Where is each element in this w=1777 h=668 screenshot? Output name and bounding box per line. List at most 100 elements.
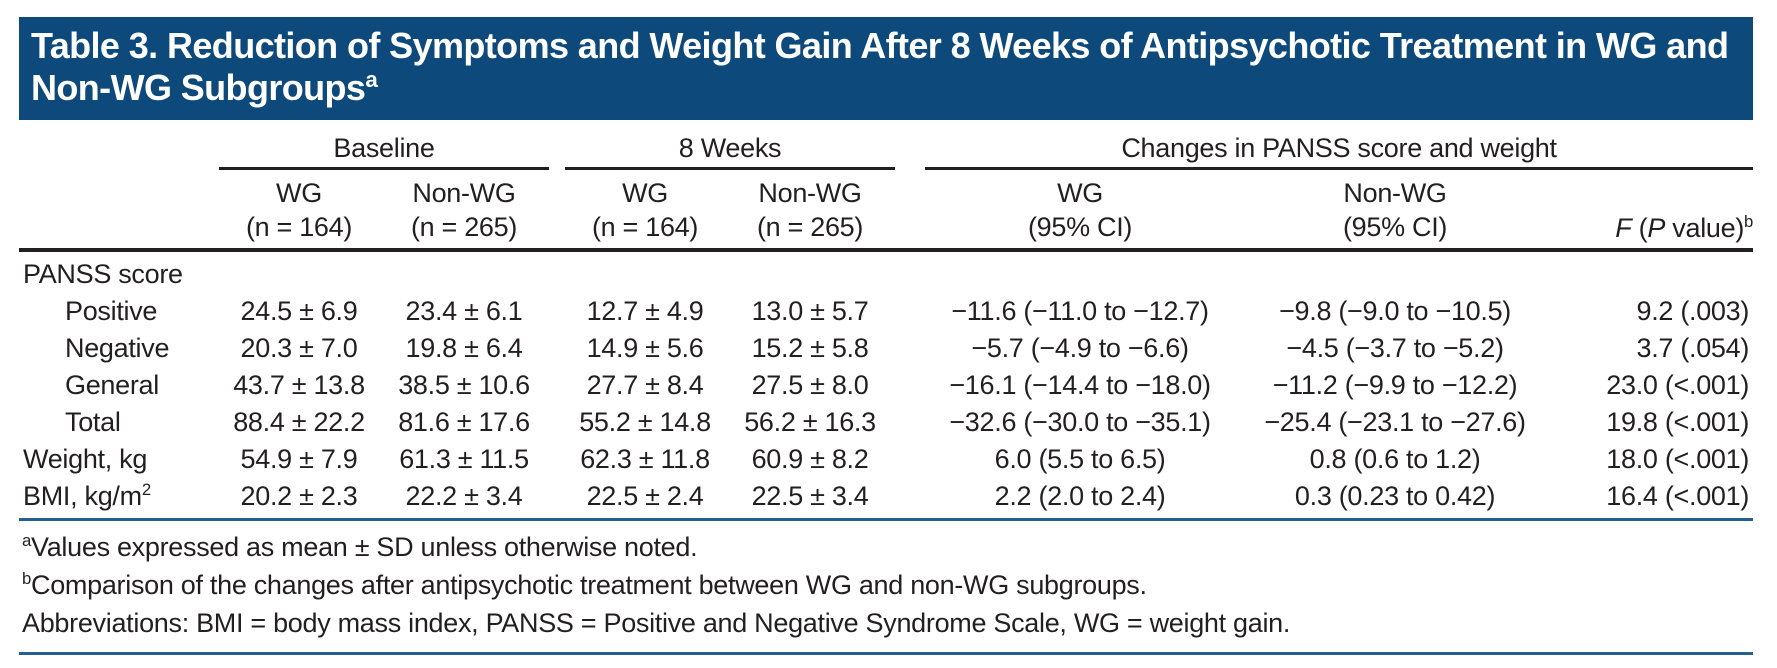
row-label: Positive <box>65 296 158 327</box>
header-ci-label: (95% CI) <box>1027 212 1133 243</box>
column-gap <box>549 330 565 367</box>
table-row-total: Total 88.4 ± 22.2 81.6 ± 17.6 55.2 ± 14.… <box>19 404 1753 441</box>
f-symbol: F <box>1615 213 1632 244</box>
footnote-marker-a: a <box>22 531 32 551</box>
cell-8weeks-wg: 27.7 ± 8.4 <box>586 370 704 401</box>
cell-f-p-value: 23.0 (<.001) <box>1606 370 1750 401</box>
column-gap <box>895 293 925 330</box>
header-n-label: (n = 265) <box>410 212 518 243</box>
header-group-label: WG <box>276 178 322 209</box>
spanner-8weeks: 8 Weeks <box>565 124 896 171</box>
table-row-bmi: BMI, kg/m2 20.2 ± 2.3 22.2 ± 3.4 22.5 ± … <box>19 478 1754 522</box>
footnote-b: bComparison of the changes after antipsy… <box>22 566 1753 604</box>
cell-baseline-wg: 20.3 ± 7.0 <box>240 333 358 364</box>
header-group-label: WG <box>622 178 668 209</box>
cell-change-wg: 2.2 (2.0 to 2.4) <box>925 478 1236 522</box>
table-row-positive: Positive 24.5 ± 6.9 23.4 ± 6.1 12.7 ± 4.… <box>19 293 1753 330</box>
footnote-abbreviations: Abbreviations: BMI = body mass index, PA… <box>22 604 1753 642</box>
cell-8weeks-wg: 22.5 ± 2.4 <box>565 478 726 522</box>
cell-change-nonwg: −9.8 (−9.0 to −10.5) <box>1279 296 1511 327</box>
column-gap <box>895 478 926 522</box>
column-gap <box>549 478 566 522</box>
column-gap <box>549 404 565 441</box>
column-gap <box>549 441 565 478</box>
cell-baseline-nonwg: 22.2 ± 3.4 <box>379 478 550 522</box>
cell-8weeks-wg: 14.9 ± 5.6 <box>586 333 704 364</box>
cell-8weeks-nonwg: 15.2 ± 5.8 <box>751 333 869 364</box>
cell-change-nonwg: 0.8 (0.6 to 1.2) <box>1309 444 1481 475</box>
header-n-label: (n = 164) <box>591 212 699 243</box>
cell-change-nonwg: 0.3 (0.23 to 0.42) <box>1235 478 1556 522</box>
cell-baseline-nonwg: 38.5 ± 10.6 <box>398 370 530 401</box>
row-label: Negative <box>65 333 170 364</box>
cell-8weeks-wg: 62.3 ± 11.8 <box>580 444 710 475</box>
header-baseline-nonwg: Non-WG (n = 265) <box>379 168 550 253</box>
row-label: General <box>65 370 159 401</box>
row-label: Weight, kg <box>23 444 148 475</box>
header-group-label: Non-WG <box>758 178 862 209</box>
cell-change-wg: −16.1 (−14.4 to −18.0) <box>949 370 1211 401</box>
table-row-negative: Negative 20.3 ± 7.0 19.8 ± 6.4 14.9 ± 5.… <box>19 330 1753 367</box>
cell-change-wg: −32.6 (−30.0 to −35.1) <box>949 407 1211 438</box>
column-gap <box>895 168 926 253</box>
header-group-label: Non-WG <box>1343 178 1447 209</box>
column-gap <box>549 125 565 169</box>
data-table: Baseline 8 Weeks Changes in PANSS score … <box>19 124 1754 522</box>
column-gap <box>549 293 565 330</box>
cell-change-nonwg: −4.5 (−3.7 to −5.2) <box>1286 333 1504 364</box>
cell-8weeks-nonwg: 60.9 ± 8.2 <box>751 444 869 475</box>
footnote-abbreviations-text: Abbreviations: BMI = body mass index, PA… <box>22 608 1291 639</box>
cell-change-wg: 6.0 (5.5 to 6.5) <box>994 444 1166 475</box>
cell-baseline-wg: 43.7 ± 13.8 <box>233 370 365 401</box>
cell-change-wg: −5.7 (−4.9 to −6.6) <box>971 333 1189 364</box>
table-row-weight: Weight, kg 54.9 ± 7.9 61.3 ± 11.5 62.3 ±… <box>19 441 1753 478</box>
column-gap <box>895 125 925 169</box>
cell-8weeks-wg: 12.7 ± 4.9 <box>586 296 704 327</box>
stub-cell <box>19 168 219 253</box>
title-footnote-marker-a: a <box>365 67 378 93</box>
cell-f-p-value: 18.0 (<.001) <box>1606 444 1750 475</box>
header-8weeks-wg: WG (n = 164) <box>565 168 726 253</box>
header-baseline-wg: WG (n = 164) <box>219 168 379 253</box>
column-gap <box>549 168 566 253</box>
column-gap <box>895 330 925 367</box>
row-label: BMI, kg/m2 <box>19 478 219 522</box>
cell-baseline-wg: 20.2 ± 2.3 <box>219 478 379 522</box>
cell-baseline-nonwg: 23.4 ± 6.1 <box>405 296 523 327</box>
table-title-line2: Non-WG Subgroupsa <box>31 67 1739 109</box>
header-changes-wg: WG (95% CI) <box>925 168 1236 253</box>
cell-baseline-nonwg: 61.3 ± 11.5 <box>399 444 529 475</box>
row-label: Total <box>65 407 121 438</box>
cell-8weeks-nonwg: 13.0 ± 5.7 <box>751 296 869 327</box>
spanner-changes: Changes in PANSS score and weight <box>925 124 1754 171</box>
footnote-a: aValues expressed as mean ± SD unless ot… <box>22 528 1753 566</box>
column-gap <box>895 404 925 441</box>
cell-change-wg: −11.6 (−11.0 to −12.7) <box>951 296 1209 327</box>
header-8weeks-nonwg: Non-WG (n = 265) <box>725 168 896 253</box>
table-row-general: General 43.7 ± 13.8 38.5 ± 10.6 27.7 ± 8… <box>19 367 1753 404</box>
f-header-paren: ( <box>1631 213 1648 244</box>
table-title-text2: Non-WG Subgroups <box>31 67 366 109</box>
footnote-a-text: Values expressed as mean ± SD unless oth… <box>31 532 698 563</box>
column-gap <box>549 367 565 404</box>
row-label-superscript: 2 <box>141 480 151 500</box>
row-label-text: BMI, kg/m <box>23 481 142 512</box>
cell-8weeks-nonwg: 27.5 ± 8.0 <box>751 370 869 401</box>
cell-baseline-nonwg: 19.8 ± 6.4 <box>405 333 523 364</box>
p-symbol: P <box>1647 213 1666 244</box>
table-title-bar: Table 3. Reduction of Symptoms and Weigh… <box>19 17 1753 120</box>
cell-baseline-wg: 24.5 ± 6.9 <box>240 296 358 327</box>
header-group-label: Non-WG <box>412 178 516 209</box>
column-gap <box>895 367 925 404</box>
header-changes-nonwg: Non-WG (95% CI) <box>1235 168 1556 253</box>
row-label: PANSS score <box>23 259 183 290</box>
cell-f-p-value: 16.4 (<.001) <box>1555 478 1754 522</box>
header-footnote-marker-b: b <box>1744 212 1754 232</box>
cell-8weeks-wg: 55.2 ± 14.8 <box>579 407 711 438</box>
cell-8weeks-nonwg: 22.5 ± 3.4 <box>725 478 896 522</box>
header-ci-label: (95% CI) <box>1342 212 1448 243</box>
table-title-text1: Table 3. Reduction of Symptoms and Weigh… <box>31 25 1729 66</box>
column-gap <box>895 441 925 478</box>
spanner-header-row: Baseline 8 Weeks Changes in PANSS score … <box>19 124 1754 171</box>
